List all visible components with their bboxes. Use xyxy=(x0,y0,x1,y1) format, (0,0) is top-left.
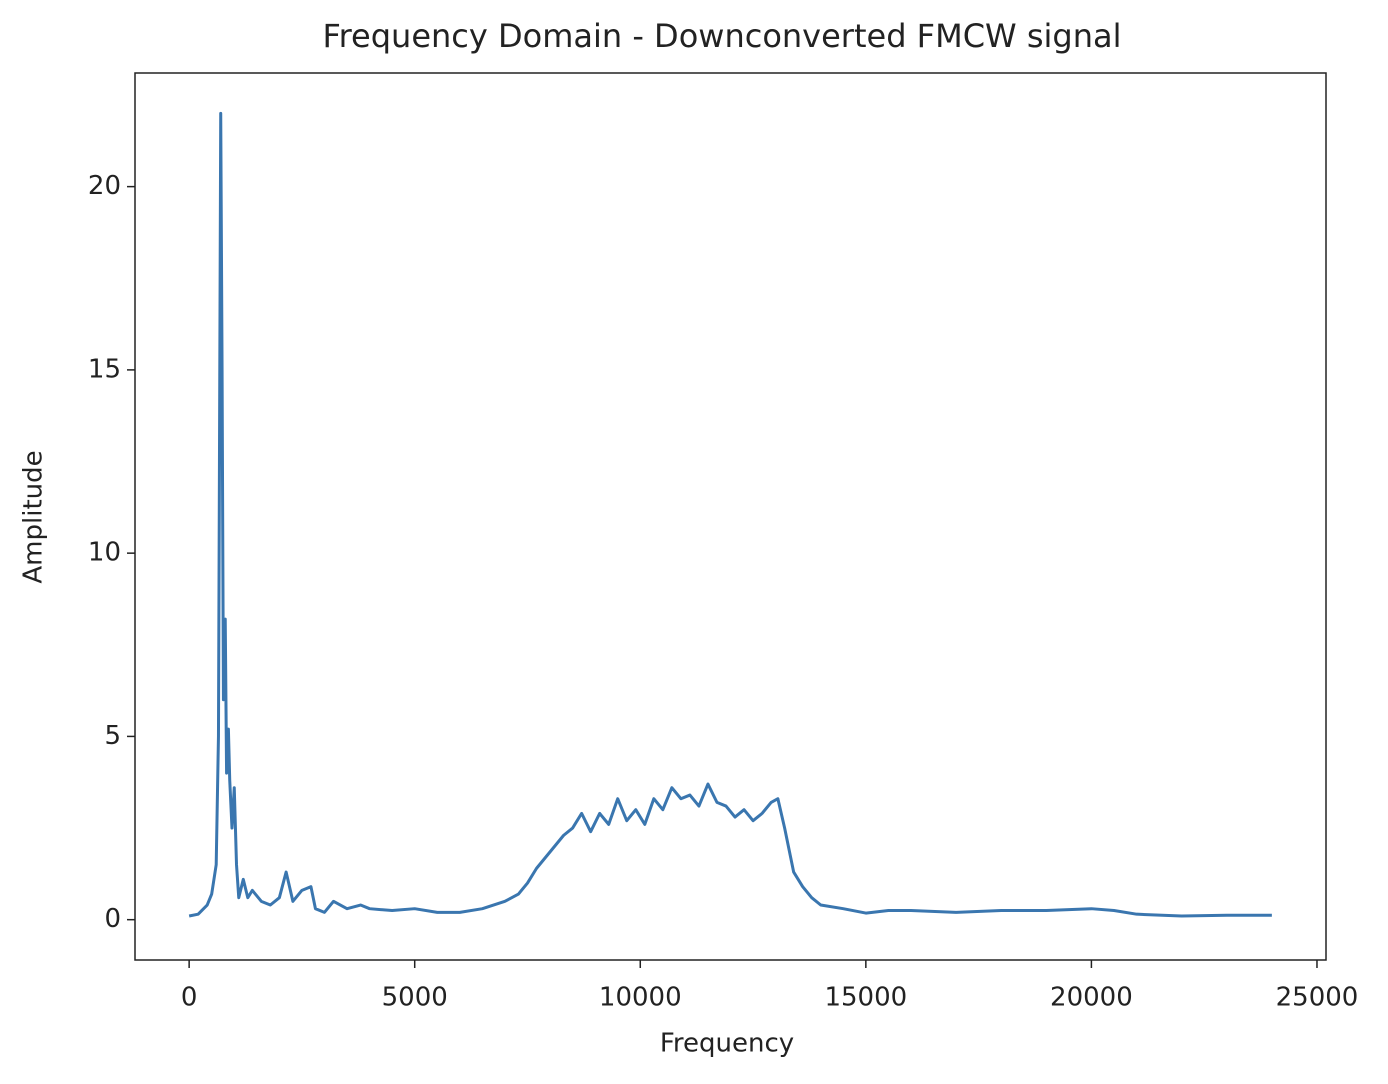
x-tick-label: 25000 xyxy=(1276,983,1359,1013)
x-tick-label: 10000 xyxy=(599,983,682,1013)
y-tick-label: 15 xyxy=(88,354,121,384)
y-axis-label: Amplitude xyxy=(19,450,49,583)
x-tick-label: 20000 xyxy=(1050,983,1133,1013)
y-tick-label: 5 xyxy=(104,721,121,751)
y-tick-label: 0 xyxy=(104,904,121,934)
y-tick-label: 20 xyxy=(88,171,121,201)
y-tick-label: 10 xyxy=(88,538,121,568)
x-tick-label: 15000 xyxy=(824,983,907,1013)
x-axis-label: Frequency xyxy=(660,1029,794,1059)
plot-frame xyxy=(134,72,1327,961)
chart-title: Frequency Domain - Downconverted FMCW si… xyxy=(323,17,1122,55)
x-tick-label: 5000 xyxy=(382,983,448,1013)
x-tick-label: 0 xyxy=(181,983,198,1013)
data-line xyxy=(188,111,1272,918)
